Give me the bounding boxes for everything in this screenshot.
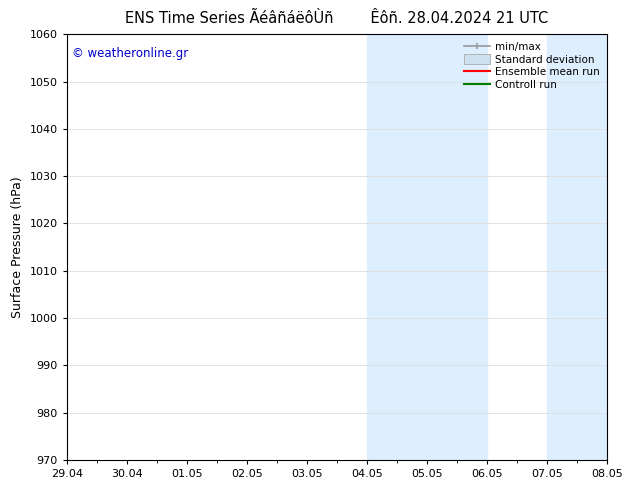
Bar [547,34,607,460]
Text: © weatheronline.gr: © weatheronline.gr [72,47,188,60]
Title: ENS Time Series ÃéâñáëôÙñ        Êôñ. 28.04.2024 21 UTC: ENS Time Series ÃéâñáëôÙñ Êôñ. 28.04.202… [126,11,548,26]
Legend: min/max, Standard deviation, Ensemble mean run, Controll run: min/max, Standard deviation, Ensemble me… [462,40,602,92]
Bar [367,34,487,460]
Y-axis label: Surface Pressure (hPa): Surface Pressure (hPa) [11,176,24,318]
